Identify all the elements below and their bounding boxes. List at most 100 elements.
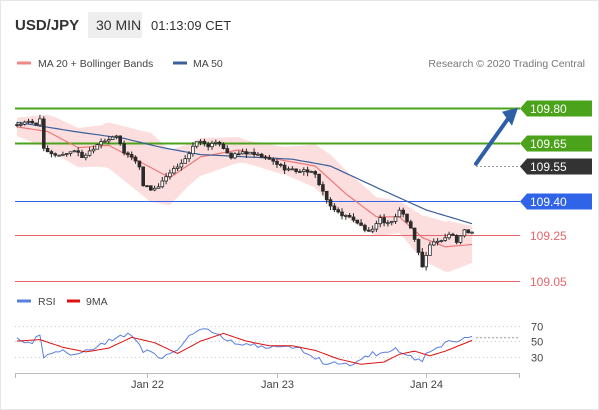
candle xyxy=(408,219,413,229)
candle-body xyxy=(99,141,103,146)
rsi-ma-legend-label: 9MA xyxy=(86,296,108,308)
candle xyxy=(103,138,107,143)
candle-body xyxy=(187,153,191,160)
candle-body xyxy=(26,120,31,123)
candle xyxy=(256,152,260,156)
candle-body xyxy=(217,141,222,145)
candle-body xyxy=(313,171,317,175)
candle xyxy=(435,238,440,246)
candle xyxy=(439,239,444,243)
candle-body xyxy=(34,122,38,126)
candle-body xyxy=(156,186,161,189)
candle xyxy=(420,248,425,268)
forecast-arrow-shaft xyxy=(474,116,510,166)
timeframe-label[interactable]: 30 MIN xyxy=(96,17,141,33)
candle xyxy=(332,203,337,212)
candle-body xyxy=(389,221,394,224)
candle xyxy=(156,183,161,189)
candle xyxy=(382,214,386,227)
candle xyxy=(187,151,191,163)
candle xyxy=(64,153,69,157)
candle xyxy=(451,232,455,236)
candle-body xyxy=(336,209,340,213)
candle-body xyxy=(118,135,123,145)
symbol-label: USD/JPY xyxy=(15,17,79,34)
candle xyxy=(202,138,207,147)
candle xyxy=(61,151,65,156)
candle-body xyxy=(57,154,61,157)
candle xyxy=(336,207,340,214)
candle-body xyxy=(107,139,111,142)
candle xyxy=(229,152,233,160)
candle-body xyxy=(439,240,444,242)
candle xyxy=(393,213,398,224)
candle xyxy=(26,118,31,124)
rsi-tick-label: 30 xyxy=(531,353,543,365)
candle-body xyxy=(259,153,264,158)
candle xyxy=(462,229,467,238)
candle xyxy=(194,141,199,149)
candle-body xyxy=(412,227,417,240)
candle xyxy=(45,145,50,153)
level-tag-bg xyxy=(520,193,592,210)
candle-body xyxy=(171,168,176,174)
price-levels xyxy=(15,107,522,282)
candle xyxy=(145,185,149,188)
candle-body xyxy=(470,231,474,234)
forecast-arrow-group xyxy=(474,107,518,166)
candle xyxy=(30,118,35,124)
candle-body xyxy=(397,209,402,218)
candle-body xyxy=(458,235,463,243)
candle xyxy=(38,114,42,127)
ma50-legend-label: MA 50 xyxy=(193,58,223,70)
candle-body xyxy=(129,154,134,158)
candle xyxy=(164,172,168,185)
candle xyxy=(122,140,126,156)
candle xyxy=(22,120,27,126)
candle xyxy=(259,152,264,158)
candle-body xyxy=(267,157,272,160)
timeframe-box[interactable] xyxy=(88,12,142,38)
candle-body xyxy=(236,153,241,156)
candle-body xyxy=(416,239,421,253)
candle-body xyxy=(42,118,46,149)
candle xyxy=(347,213,352,218)
candle xyxy=(386,220,390,227)
candle-body xyxy=(110,136,115,140)
candle-body xyxy=(374,223,379,230)
candle xyxy=(454,234,459,245)
candle xyxy=(236,150,241,156)
candle-body xyxy=(179,162,184,168)
candle xyxy=(363,223,367,233)
time-axis-label: Jan 23 xyxy=(261,379,294,391)
candle-body xyxy=(114,135,119,138)
candle-body xyxy=(347,214,352,218)
candle xyxy=(68,151,73,157)
candle-body xyxy=(332,205,337,211)
candle-body xyxy=(137,160,142,168)
candle xyxy=(126,151,130,158)
candle xyxy=(225,145,230,154)
candle-body xyxy=(431,241,436,246)
candle xyxy=(416,238,421,256)
candle-body xyxy=(49,151,54,155)
candle-body xyxy=(84,154,88,159)
candle-body xyxy=(141,166,146,187)
candle xyxy=(309,170,314,173)
candle-body xyxy=(359,222,363,226)
candle-body xyxy=(401,209,405,215)
candle xyxy=(87,147,92,157)
rsi-panel xyxy=(16,328,520,367)
candle xyxy=(405,213,409,224)
candle xyxy=(278,162,283,168)
candle xyxy=(160,177,165,189)
time-axis-label: Jan 24 xyxy=(410,379,443,391)
candle xyxy=(401,207,405,218)
candle-body xyxy=(45,147,50,153)
candle xyxy=(148,185,153,191)
candle-body xyxy=(38,118,42,126)
candle-body xyxy=(271,158,275,162)
candle-body xyxy=(393,216,398,222)
rsi-ma-line xyxy=(16,332,473,365)
